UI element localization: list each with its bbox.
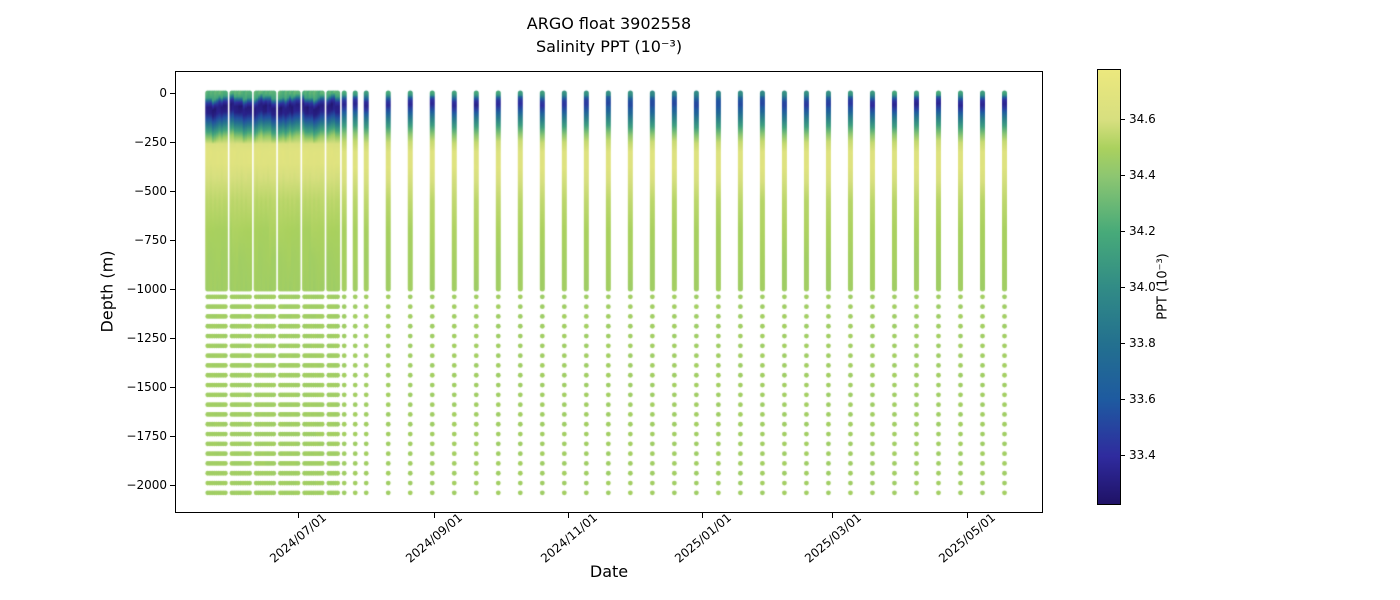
y-tick-label: −750 xyxy=(134,232,167,247)
salinity-scatter-canvas xyxy=(175,71,1043,513)
y-tick-mark xyxy=(170,484,175,486)
x-tick-label: 2024/11/01 xyxy=(537,510,600,566)
x-tick-label: 2025/03/01 xyxy=(801,510,864,566)
y-tick-label: −1750 xyxy=(126,428,167,443)
x-tick-label: 2024/07/01 xyxy=(267,510,329,566)
y-tick-label: −500 xyxy=(134,183,167,198)
colorbar-tick-mark xyxy=(1121,398,1125,400)
colorbar-tick-mark xyxy=(1121,286,1125,288)
x-tick-mark xyxy=(297,513,299,518)
colorbar-tick-mark xyxy=(1121,342,1125,344)
x-tick-label: 2025/05/01 xyxy=(936,510,999,566)
colorbar xyxy=(1097,69,1121,505)
y-tick-mark xyxy=(170,92,175,94)
colorbar-tick-mark xyxy=(1121,174,1125,176)
x-tick-label: 2024/09/01 xyxy=(403,510,466,566)
y-tick-label: −1000 xyxy=(126,281,167,296)
y-tick-label: 0 xyxy=(159,85,167,100)
colorbar-tick-label: 33.4 xyxy=(1129,447,1156,462)
x-tick-label: 2025/01/01 xyxy=(671,510,734,566)
y-tick-mark xyxy=(170,337,175,339)
y-tick-label: −250 xyxy=(134,134,167,149)
x-tick-mark xyxy=(433,513,435,518)
y-tick-mark xyxy=(170,239,175,241)
y-tick-label: −1500 xyxy=(126,379,167,394)
colorbar-tick-mark xyxy=(1121,118,1125,120)
y-tick-mark xyxy=(170,386,175,388)
colorbar-tick-label: 34.2 xyxy=(1129,223,1156,238)
plot-subtitle: Salinity PPT (10⁻³) xyxy=(535,37,683,56)
colorbar-tick-label: 34.6 xyxy=(1129,111,1156,126)
y-tick-mark xyxy=(170,288,175,290)
y-axis-label: Depth (m) xyxy=(97,250,117,333)
colorbar-tick-label: 34.4 xyxy=(1129,167,1156,182)
colorbar-tick-mark xyxy=(1121,454,1125,456)
colorbar-tick-label: 33.8 xyxy=(1129,335,1156,350)
y-tick-mark xyxy=(170,190,175,192)
y-tick-mark xyxy=(170,141,175,143)
colorbar-tick-label: 34.0 xyxy=(1129,279,1156,294)
colorbar-tick-label: 33.6 xyxy=(1129,391,1156,406)
plot-title: ARGO float 3902558 xyxy=(526,14,692,33)
x-tick-mark xyxy=(568,513,570,518)
x-tick-mark xyxy=(702,513,704,518)
colorbar-tick-mark xyxy=(1121,230,1125,232)
x-tick-mark xyxy=(966,513,968,518)
colorbar-label: PPT (10⁻³) xyxy=(1155,253,1171,320)
x-tick-mark xyxy=(832,513,834,518)
y-tick-label: −2000 xyxy=(126,477,167,492)
y-tick-label: −1250 xyxy=(126,330,167,345)
y-tick-mark xyxy=(170,435,175,437)
x-axis-label: Date xyxy=(589,562,629,581)
